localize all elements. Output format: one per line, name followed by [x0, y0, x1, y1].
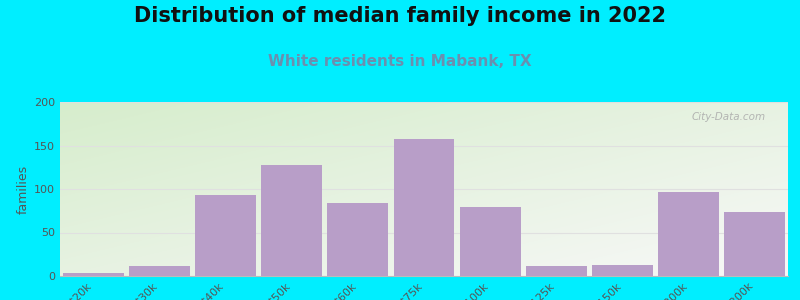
Bar: [658, 193, 719, 276]
Bar: [725, 212, 786, 276]
Bar: [460, 207, 521, 276]
Bar: [129, 266, 190, 276]
Bar: [394, 140, 454, 276]
Bar: [327, 203, 388, 276]
Text: City-Data.com: City-Data.com: [692, 112, 766, 122]
Bar: [261, 165, 322, 276]
Bar: [62, 273, 123, 276]
Bar: [592, 265, 653, 276]
Y-axis label: families: families: [17, 164, 30, 214]
Text: White residents in Mabank, TX: White residents in Mabank, TX: [268, 54, 532, 69]
Bar: [526, 266, 587, 276]
Text: Distribution of median family income in 2022: Distribution of median family income in …: [134, 6, 666, 26]
Bar: [195, 195, 256, 276]
